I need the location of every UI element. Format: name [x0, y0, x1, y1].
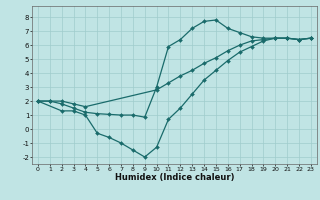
X-axis label: Humidex (Indice chaleur): Humidex (Indice chaleur)	[115, 173, 234, 182]
